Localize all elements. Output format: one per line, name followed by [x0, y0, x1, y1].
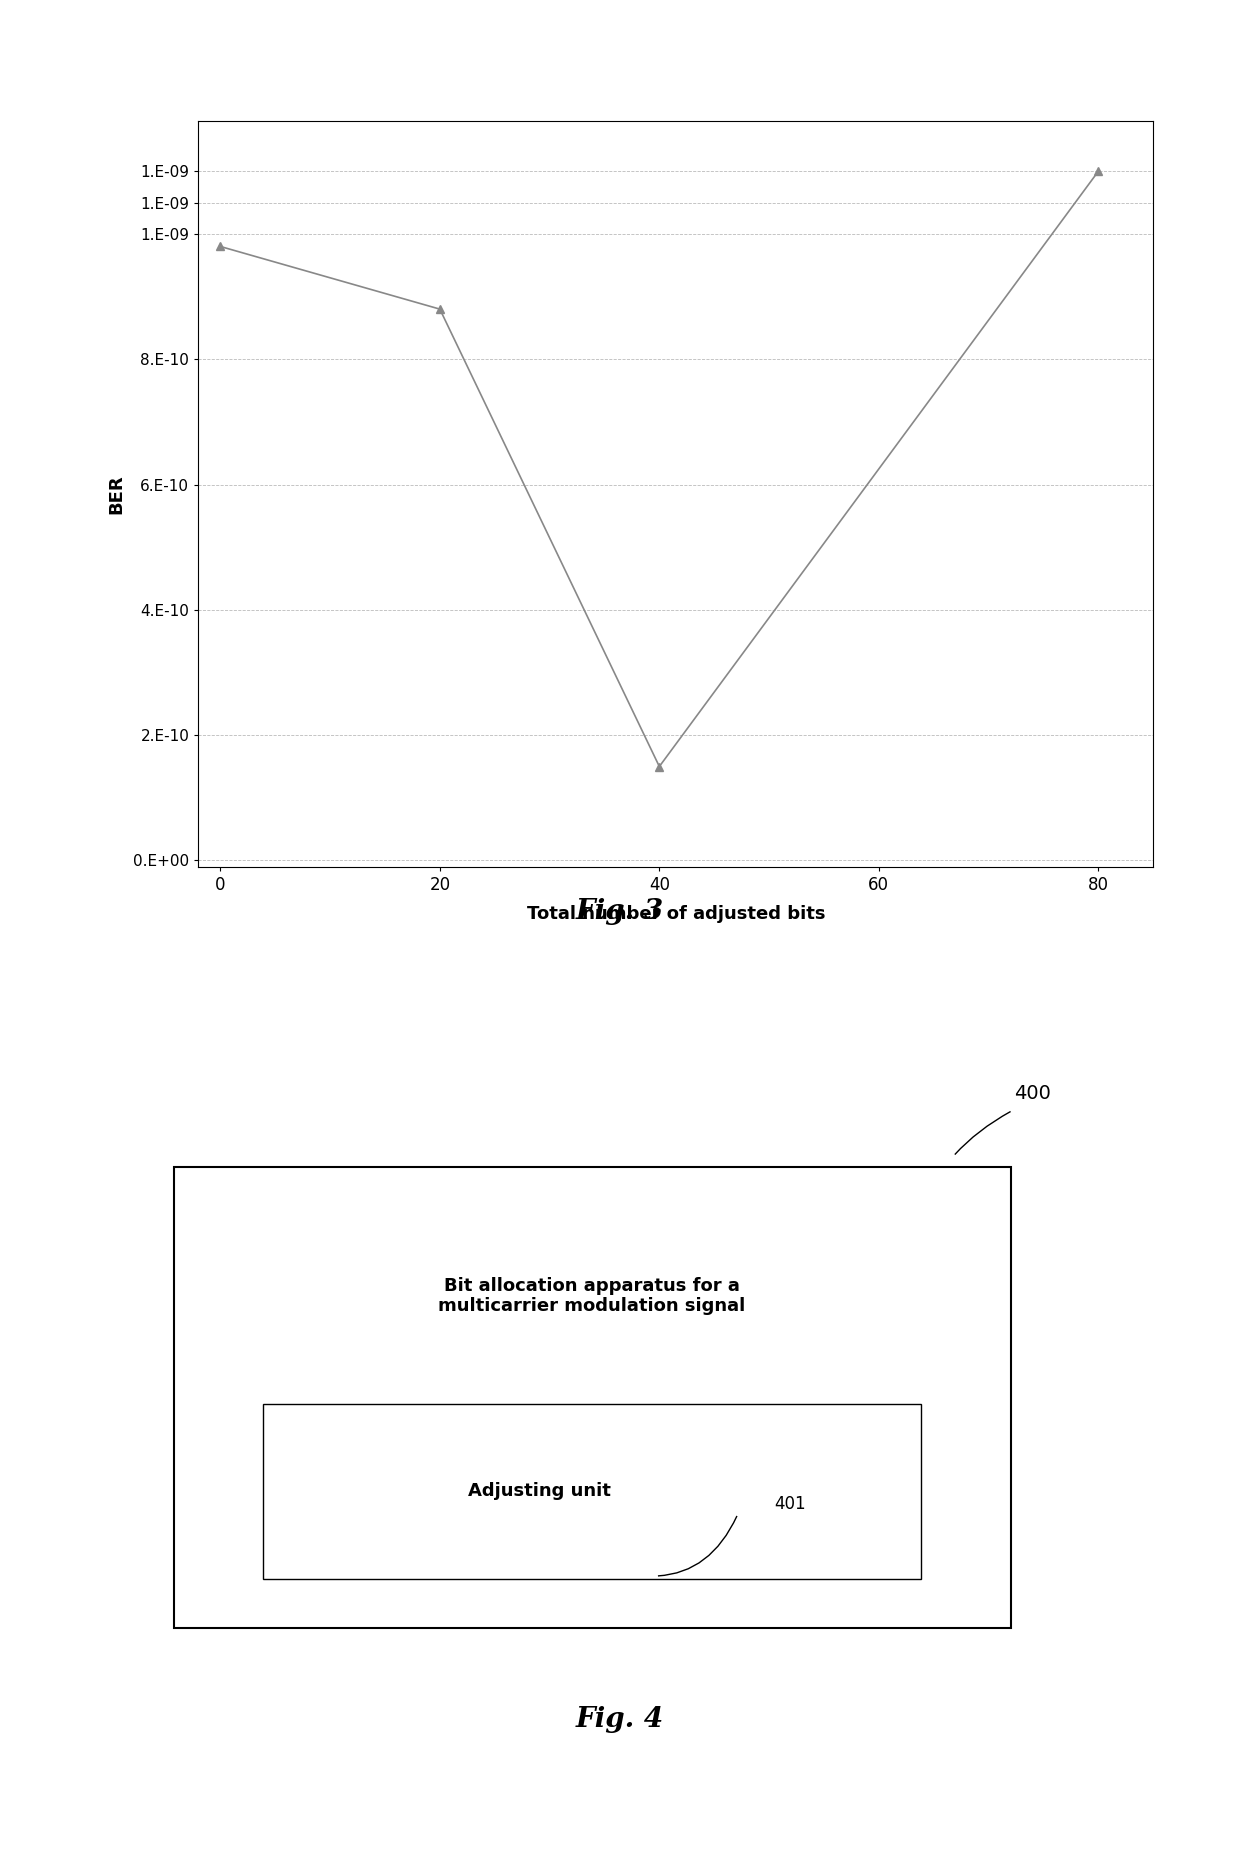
FancyBboxPatch shape [263, 1404, 921, 1579]
FancyBboxPatch shape [174, 1167, 1011, 1629]
Text: Bit allocation apparatus for a
multicarrier modulation signal: Bit allocation apparatus for a multicarr… [439, 1277, 745, 1316]
X-axis label: Total number of adjusted bits: Total number of adjusted bits [527, 904, 825, 923]
Y-axis label: BER: BER [107, 473, 125, 514]
Text: 401: 401 [774, 1495, 806, 1514]
Text: Fig. 4: Fig. 4 [575, 1706, 665, 1732]
Text: Adjusting unit: Adjusting unit [467, 1482, 611, 1501]
Text: Fig. 3: Fig. 3 [575, 898, 665, 925]
Text: 400: 400 [1014, 1083, 1052, 1102]
